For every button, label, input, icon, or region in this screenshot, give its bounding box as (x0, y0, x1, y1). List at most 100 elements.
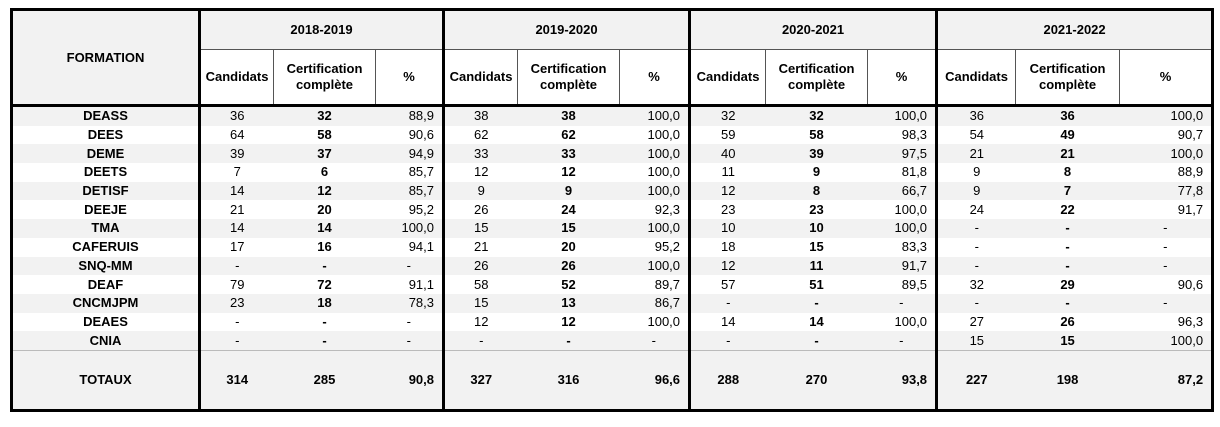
candidats-cell: 38 (442, 105, 518, 126)
certification-cell: 6 (273, 163, 376, 182)
candidats-cell: 15 (935, 331, 1016, 351)
certification-cell: 29 (1015, 275, 1120, 294)
candidats-cell: 26 (442, 256, 518, 276)
candidats-cell: 9 (935, 181, 1016, 201)
certification-header: Certification complète (517, 49, 620, 107)
certification-cell: 8 (1015, 163, 1120, 182)
candidats-cell: 59 (688, 125, 766, 145)
percent-cell: 100,0 (375, 219, 444, 238)
certification-cell: 12 (517, 312, 620, 332)
percent-cell: - (1119, 237, 1213, 257)
percent-cell: 89,5 (867, 275, 937, 294)
percent-cell: - (867, 331, 937, 351)
candidats-cell: 27 (935, 312, 1016, 332)
table-row: DEES 64 58 90,6 62 62 100,0 59 58 98,3 54 49 90,7 (11, 125, 1213, 145)
table-row: DEEJE 21 20 95,2 26 24 92,3 23 23 100,0 24 22 91,7 (11, 200, 1213, 220)
table-row: DEETS 7 6 85,7 12 12 100,0 11 9 81,8 9 8 88,9 (11, 163, 1213, 182)
year-header: 2021-2022 (935, 9, 1213, 50)
results-table: FORMATION 2018-2019 2019-2020 2020-2021 … (10, 8, 1215, 412)
formation-name: CAFERUIS (11, 237, 200, 257)
candidats-cell: 18 (688, 237, 766, 257)
percent-cell: - (375, 256, 444, 276)
candidats-cell: 15 (442, 219, 518, 238)
percent-cell: - (375, 331, 444, 351)
percent-cell: 85,7 (375, 163, 444, 182)
certification-cell: 22 (1015, 200, 1120, 220)
table-row: DEME 39 37 94,9 33 33 100,0 40 39 97,5 21 21 100,0 (11, 144, 1213, 164)
candidats-cell: 14 (198, 219, 274, 238)
candidats-cell: 12 (688, 256, 766, 276)
certification-cell: 16 (273, 237, 376, 257)
candidats-cell: 32 (935, 275, 1016, 294)
formation-name: TMA (11, 219, 200, 238)
candidats-cell: 23 (688, 200, 766, 220)
candidats-header: Candidats (442, 49, 518, 107)
certification-cell: 58 (273, 125, 376, 145)
candidats-header: Candidats (935, 49, 1016, 107)
candidats-cell: 33 (442, 144, 518, 164)
totals-label: TOTAUX (11, 349, 200, 411)
certification-cell: 14 (765, 312, 868, 332)
candidats-cell: - (198, 256, 274, 276)
candidats-cell: 32 (688, 105, 766, 126)
candidats-cell: 21 (935, 144, 1016, 164)
certification-cell: 13 (517, 293, 620, 313)
formation-name: DEME (11, 144, 200, 164)
table-row: CAFERUIS 17 16 94,1 21 20 95,2 18 15 83,3- - - (11, 237, 1213, 257)
candidats-cell: 9 (935, 163, 1016, 182)
table-row: CNIA - - - - - - - - -15 15 100,0 (11, 331, 1213, 351)
percent-cell: 100,0 (619, 144, 690, 164)
percent-cell: 95,2 (619, 237, 690, 257)
formation-name: CNCMJPM (11, 293, 200, 313)
candidats-cell: 9 (442, 181, 518, 201)
percent-cell: 78,3 (375, 293, 444, 313)
table-row: CNCMJPM 23 18 78,3 15 13 86,7- - - - - - (11, 293, 1213, 313)
candidats-cell: 12 (442, 163, 518, 182)
candidats-cell: 14 (688, 312, 766, 332)
percent-cell: - (1119, 219, 1213, 238)
table-row: DEAF 79 72 91,1 58 52 89,7 57 51 89,5 32 29 90,6 (11, 275, 1213, 294)
percent-cell: 100,0 (867, 200, 937, 220)
candidats-cell: - (688, 331, 766, 351)
formation-name: DEES (11, 125, 200, 145)
table-row: DETISF 14 12 85,7 9 9 100,0 12 8 66,7 9 7 77,8 (11, 181, 1213, 201)
percent-cell: 77,8 (1119, 181, 1213, 201)
percent-cell: 94,1 (375, 237, 444, 257)
certification-cell: - (765, 293, 868, 313)
candidats-cell: 12 (442, 312, 518, 332)
percent-cell: - (375, 312, 444, 332)
candidats-cell: 79 (198, 275, 274, 294)
table-row: DEASS 36 32 88,9 38 38 100,0 32 32 100,0 36 36 100,0 (11, 105, 1213, 126)
candidats-header: Candidats (688, 49, 766, 107)
certification-cell: 72 (273, 275, 376, 294)
formation-name: DEEJE (11, 200, 200, 220)
certification-cell: 9 (765, 163, 868, 182)
formation-name: DEAES (11, 312, 200, 332)
percent-cell: 90,6 (1119, 275, 1213, 294)
percent-cell: 100,0 (867, 312, 937, 332)
formation-name: DEETS (11, 163, 200, 182)
certification-header: Certification complète (1015, 49, 1120, 107)
certification-cell: 18 (273, 293, 376, 313)
certification-cell: 7 (1015, 181, 1120, 201)
candidats-cell: 36 (198, 105, 274, 126)
certification-cell: 20 (273, 200, 376, 220)
certification-cell: 23 (765, 200, 868, 220)
percent-cell: - (867, 293, 937, 313)
certification-cell: 12 (517, 163, 620, 182)
candidats-cell: 64 (198, 125, 274, 145)
certification-cell: 33 (517, 144, 620, 164)
candidats-cell: 14 (198, 181, 274, 201)
percent-cell: 89,7 (619, 275, 690, 294)
certification-cell: 24 (517, 200, 620, 220)
header-row-subcolumns: Candidats Certification complète % Candi… (12, 49, 1213, 107)
formation-name: SNQ-MM (11, 256, 200, 276)
percent-cell: - (1119, 293, 1213, 313)
percent-cell: - (619, 331, 690, 351)
percent-cell: 100,0 (867, 105, 937, 126)
total-certification: 198 (1015, 349, 1120, 411)
candidats-cell: 17 (198, 237, 274, 257)
certification-cell: 10 (765, 219, 868, 238)
certification-cell: - (1015, 237, 1120, 257)
certification-cell: 9 (517, 181, 620, 201)
